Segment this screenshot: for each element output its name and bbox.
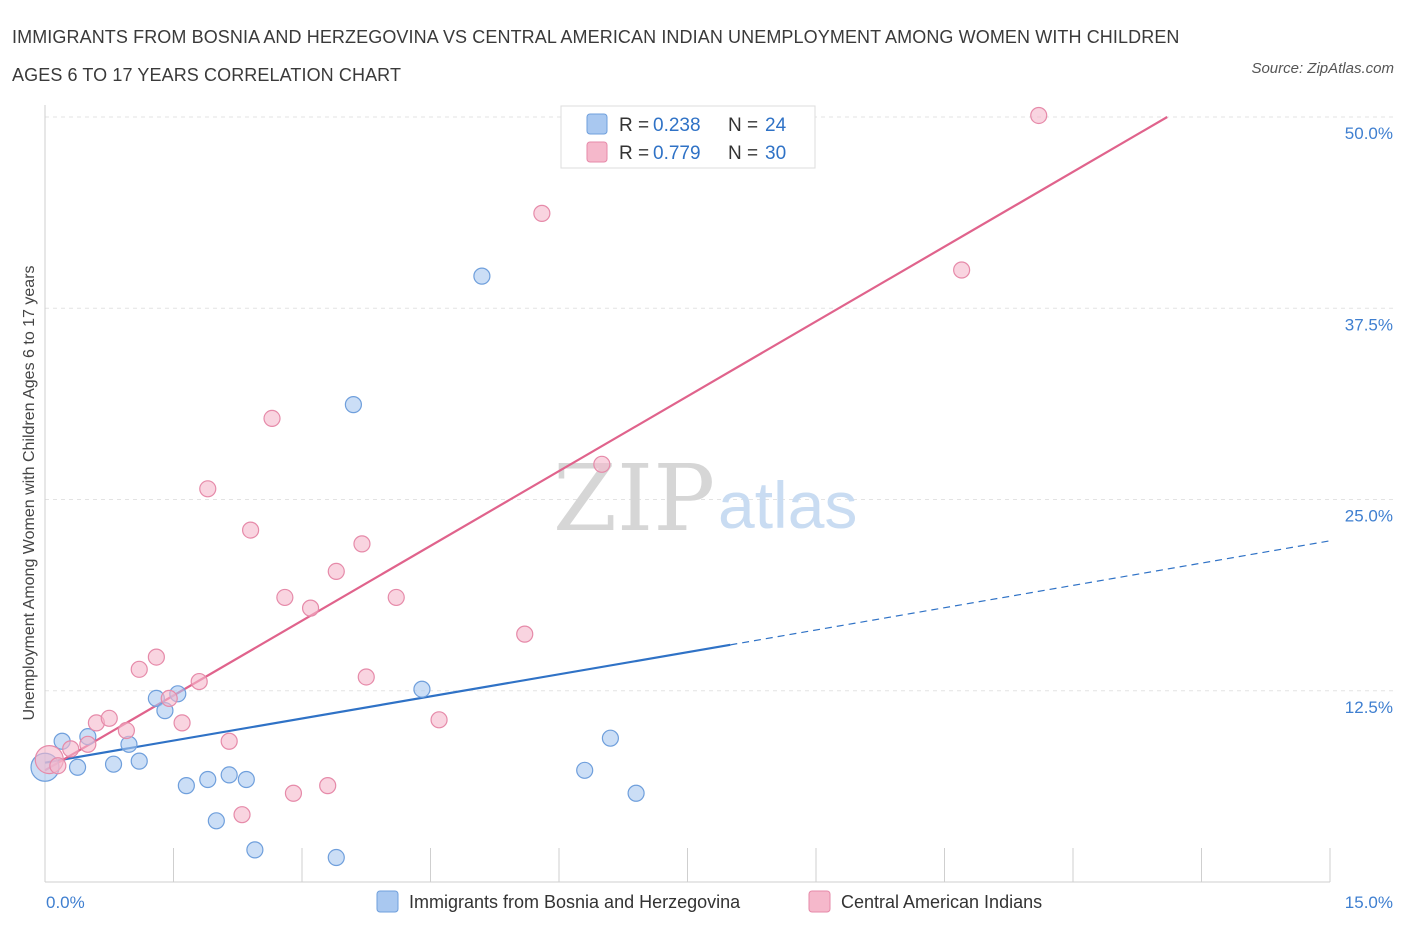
watermark-atlas: atlas xyxy=(718,468,857,542)
point-series0-12 xyxy=(207,812,225,830)
trend-lines xyxy=(44,116,1331,772)
tick-labels: 12.5% 25.0% 37.5% 50.0% 0.0% 15.0% xyxy=(46,124,1393,912)
point-series1-1 xyxy=(49,757,67,775)
bottom-legend-swatch-bosnia xyxy=(376,890,399,913)
source-note: Source: ZipAtlas.com xyxy=(1251,60,1394,77)
point-series1-12 xyxy=(199,480,217,498)
legend-r-value-central-american: 0.779 xyxy=(653,143,701,164)
point-series0-13 xyxy=(220,766,238,784)
y-tick-label-0: 12.5% xyxy=(1345,698,1393,717)
point-series0-20 xyxy=(576,761,594,779)
x-tick-label-max: 15.0% xyxy=(1345,893,1393,912)
chart-title: IMMIGRANTS FROM BOSNIA AND HERZEGOVINA V… xyxy=(12,27,1180,85)
legend-swatch-central-american xyxy=(586,141,608,163)
trend-line-extension-0 xyxy=(730,540,1331,646)
point-series1-13 xyxy=(220,732,238,750)
point-series1-3 xyxy=(79,735,97,753)
point-series1-14 xyxy=(233,806,251,824)
point-series0-11 xyxy=(199,770,217,789)
point-series1-2 xyxy=(62,740,80,758)
point-series0-6 xyxy=(130,752,148,770)
legend-n-value-central-american: 30 xyxy=(765,143,786,164)
point-series1-30 xyxy=(1030,106,1048,125)
legend-r-label-central-american: R = xyxy=(619,143,649,164)
trend-line-1 xyxy=(44,116,1168,772)
point-series1-28 xyxy=(593,455,611,473)
point-series0-16 xyxy=(344,396,362,414)
point-series1-17 xyxy=(276,588,294,607)
bottom-legend-label-central-american: Central American Indians xyxy=(841,892,1042,912)
point-series0-21 xyxy=(601,729,620,747)
point-series0-15 xyxy=(246,841,264,859)
legend-r-value-bosnia: 0.238 xyxy=(653,115,701,136)
point-series0-18 xyxy=(413,680,431,698)
watermark-zip: ZIP xyxy=(553,445,715,552)
point-series1-5 xyxy=(100,709,118,727)
legend-top: R = 0.238 N = 24 R = 0.779 N = 30 xyxy=(560,105,816,169)
point-series0-14 xyxy=(237,770,255,789)
bottom-legend-label-bosnia: Immigrants from Bosnia and Herzegovina xyxy=(409,892,741,912)
point-series1-18 xyxy=(284,784,303,802)
bottom-legend-swatch-central-american xyxy=(808,890,831,913)
point-series0-10 xyxy=(177,777,195,795)
point-series1-16 xyxy=(263,409,281,428)
legend-swatch-bosnia xyxy=(586,113,608,135)
point-series1-26 xyxy=(516,625,534,643)
point-series1-8 xyxy=(147,648,165,666)
y-tick-label-1: 25.0% xyxy=(1345,507,1393,526)
point-series1-22 xyxy=(353,535,371,553)
watermark: ZIP atlas xyxy=(553,445,857,552)
point-series0-2 xyxy=(68,758,87,776)
x-tick-label-min: 0.0% xyxy=(46,893,85,912)
point-series1-15 xyxy=(242,521,260,539)
point-series1-24 xyxy=(387,588,405,607)
point-series0-17 xyxy=(327,848,345,867)
point-series1-6 xyxy=(117,721,135,740)
point-series1-21 xyxy=(327,562,345,581)
point-series1-9 xyxy=(160,689,178,708)
point-series1-19 xyxy=(301,599,320,617)
point-series1-11 xyxy=(190,672,208,691)
legend-n-label-bosnia: N = xyxy=(728,115,758,136)
point-series1-7 xyxy=(130,660,148,678)
y-tick-label-3: 50.0% xyxy=(1345,124,1393,143)
legend-n-value-bosnia: 24 xyxy=(765,115,787,136)
grid-lines xyxy=(45,116,1395,692)
point-series1-23 xyxy=(357,668,375,686)
trend-line-0 xyxy=(44,643,731,764)
y-tick-label-2: 37.5% xyxy=(1345,315,1393,334)
point-series0-22 xyxy=(627,784,645,802)
legend-n-label-central-american: N = xyxy=(728,143,758,164)
point-series1-29 xyxy=(953,261,971,279)
point-series1-10 xyxy=(173,714,191,732)
point-series1-20 xyxy=(319,777,337,795)
legend-bottom: Immigrants from Bosnia and Herzegovina C… xyxy=(376,890,1042,913)
legend-r-label-bosnia: R = xyxy=(619,115,649,136)
point-series0-19 xyxy=(473,267,491,285)
point-series1-25 xyxy=(430,711,448,729)
point-series0-4 xyxy=(104,755,123,773)
data-points xyxy=(30,106,1048,867)
y-axis-label: Unemployment Among Women with Children A… xyxy=(21,265,38,720)
point-series1-27 xyxy=(533,204,551,222)
